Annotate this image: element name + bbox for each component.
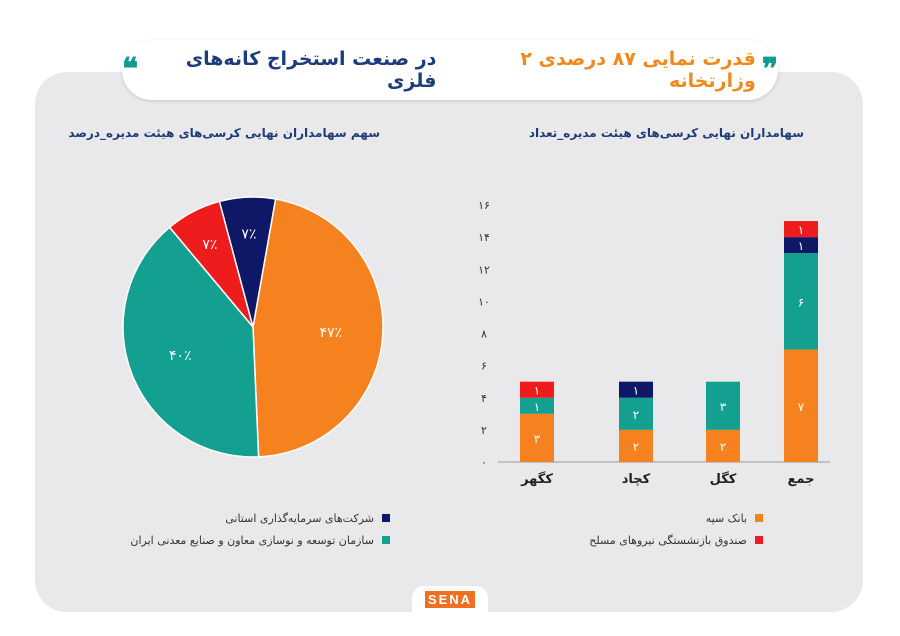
y-tick-label: ۱۲ bbox=[478, 263, 490, 276]
pie-legend: شرکت‌های سرمایه‌گذاری استانی سازمان توسع… bbox=[130, 507, 390, 551]
pie-slice bbox=[252, 198, 384, 458]
close-quote-icon: ❝ bbox=[122, 52, 139, 87]
bar-segment bbox=[520, 381, 554, 398]
bar-value-label: ۲ bbox=[633, 408, 639, 422]
bar-segment bbox=[706, 429, 740, 462]
bar-value-label: ۱ bbox=[798, 239, 804, 253]
x-category-label: جمع bbox=[788, 472, 815, 487]
bar-value-label: ۱ bbox=[534, 384, 540, 398]
bar-value-label: ۱ bbox=[534, 400, 540, 414]
legend-label: بانک سپه bbox=[705, 511, 747, 525]
bar-value-label: ۶ bbox=[798, 295, 804, 309]
bar-segment bbox=[619, 397, 653, 430]
y-tick-label: ۸ bbox=[481, 328, 487, 341]
legend-swatch bbox=[382, 514, 390, 522]
pie-slice-label: ۷٪ bbox=[241, 226, 256, 242]
bar-segment bbox=[784, 237, 818, 254]
pie-slice-label: ۷٪ bbox=[202, 237, 217, 253]
legend-label: شرکت‌های سرمایه‌گذاری استانی bbox=[225, 511, 374, 525]
logo-text: SENA bbox=[424, 590, 476, 608]
y-tick-label: ۱۴ bbox=[478, 231, 490, 244]
legend-swatch bbox=[382, 536, 390, 544]
pie-slice-label: ۴۰٪ bbox=[169, 348, 192, 364]
bar-chart-title: سهامداران نهایی کرسی‌های هیئت مدیره_تعدا… bbox=[528, 126, 804, 140]
sena-logo: SENA bbox=[412, 586, 488, 612]
title-banner: ❞ قدرت نمایی ۸۷ درصدی ۲ وزارتخانه در صنع… bbox=[122, 40, 778, 100]
legend-swatch bbox=[755, 536, 763, 544]
legend-item: صندوق بازنشستگی نیروهای مسلح bbox=[589, 529, 763, 551]
title-highlight: قدرت نمایی ۸۷ درصدی ۲ وزارتخانه bbox=[520, 48, 756, 92]
pie-slice-label: ۴۷٪ bbox=[320, 325, 343, 341]
bar-value-label: ۲ bbox=[720, 440, 726, 454]
pie-slice bbox=[122, 226, 260, 458]
legend-swatch bbox=[755, 514, 763, 522]
bar-value-label: ۲ bbox=[633, 440, 639, 454]
y-tick-label: ۱۰ bbox=[478, 295, 490, 308]
legend-label: صندوق بازنشستگی نیروهای مسلح bbox=[589, 533, 747, 547]
y-tick-label: ۰ bbox=[481, 456, 487, 469]
bar-value-label: ۱ bbox=[633, 384, 639, 398]
bar-segment bbox=[619, 429, 653, 462]
legend-item: بانک سپه bbox=[589, 507, 763, 529]
bar-value-label: ۳ bbox=[534, 432, 541, 446]
legend-item: شرکت‌های سرمایه‌گذاری استانی bbox=[130, 507, 390, 529]
bar-segment bbox=[706, 381, 740, 430]
bar-segment bbox=[784, 349, 818, 462]
bar-value-label: ۳ bbox=[720, 400, 727, 414]
x-category-label: کچاد bbox=[622, 472, 651, 487]
pie-slice bbox=[218, 196, 277, 328]
bar-value-label: ۷ bbox=[798, 400, 805, 414]
open-quote-icon: ❞ bbox=[761, 52, 778, 87]
bar-value-label: ۱ bbox=[798, 223, 804, 237]
y-tick-label: ۲ bbox=[481, 424, 487, 437]
pie-chart-title: سهم سهامداران نهایی کرسی‌های هیئت مدیره_… bbox=[68, 126, 380, 140]
x-category-label: کگهر bbox=[520, 471, 553, 487]
legend-item: سازمان توسعه و نوسازی معاون و صنایع معدن… bbox=[130, 529, 390, 551]
y-tick-label: ۱۶ bbox=[478, 199, 490, 212]
bar-segment bbox=[784, 253, 818, 350]
title-rest: در صنعت استخراج کانه‌های فلزی bbox=[185, 48, 437, 92]
bar-segment bbox=[520, 397, 554, 414]
bar-segment bbox=[520, 413, 554, 462]
legend-label: سازمان توسعه و نوسازی معاون و صنایع معدن… bbox=[130, 533, 374, 547]
y-tick-label: ۴ bbox=[481, 392, 487, 405]
y-tick-label: ۶ bbox=[481, 360, 487, 373]
bar-segment bbox=[619, 381, 653, 398]
bar-segment bbox=[784, 221, 818, 238]
bar-legend: بانک سپه صندوق بازنشستگی نیروهای مسلح bbox=[589, 507, 763, 551]
x-category-label: کگل bbox=[710, 471, 737, 487]
